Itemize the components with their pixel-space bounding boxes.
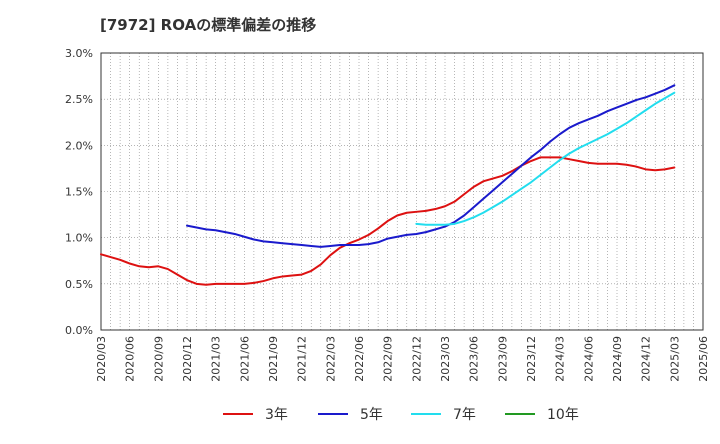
- x-tick-label: 2022/09: [382, 336, 395, 382]
- legend-label: 10年: [547, 407, 579, 423]
- x-tick-label: 2020/06: [124, 336, 137, 382]
- series-line: [415, 91, 676, 226]
- x-tick-label: 2023/12: [525, 336, 538, 382]
- plot-frame: [100, 52, 704, 331]
- x-tick-label: 2022/03: [324, 336, 337, 382]
- x-tick-label: 2025/06: [697, 336, 710, 382]
- x-tick-label: 2021/03: [210, 336, 223, 382]
- y-tick-label: 0.0%: [65, 324, 93, 337]
- y-tick-label: 1.0%: [65, 232, 93, 245]
- x-tick-label: 2024/06: [582, 336, 595, 382]
- series-line: [186, 84, 676, 248]
- y-tick-label: 0.5%: [65, 278, 93, 291]
- x-tick-label: 2023/09: [496, 336, 509, 382]
- y-tick-label: 2.0%: [65, 139, 93, 152]
- x-tick-label: 2025/03: [668, 336, 681, 382]
- x-tick-label: 2022/12: [410, 336, 423, 382]
- x-tick-label: 2021/12: [296, 336, 309, 382]
- chart-title: [7972] ROAの標準偏差の推移: [100, 16, 317, 34]
- x-tick-label: 2021/09: [267, 336, 280, 382]
- x-tick-label: 2021/06: [238, 336, 251, 382]
- x-tick-label: 2023/06: [468, 336, 481, 382]
- y-tick-label: 2.5%: [65, 93, 93, 106]
- y-tick-label: 1.5%: [65, 186, 93, 199]
- x-tick-label: 2020/12: [181, 336, 194, 382]
- series-line: [100, 156, 676, 286]
- legend-label: 7年: [453, 407, 476, 423]
- legend-label: 3年: [265, 407, 288, 423]
- y-tick-label: 3.0%: [65, 47, 93, 60]
- x-tick-label: 2024/12: [640, 336, 653, 382]
- x-tick-label: 2022/06: [353, 336, 366, 382]
- x-tick-label: 2020/09: [152, 336, 165, 382]
- x-tick-label: 2020/03: [95, 336, 108, 382]
- x-tick-label: 2024/03: [554, 336, 567, 382]
- x-tick-label: 2024/09: [611, 336, 624, 382]
- legend-label: 5年: [360, 407, 383, 423]
- x-tick-label: 2023/03: [439, 336, 452, 382]
